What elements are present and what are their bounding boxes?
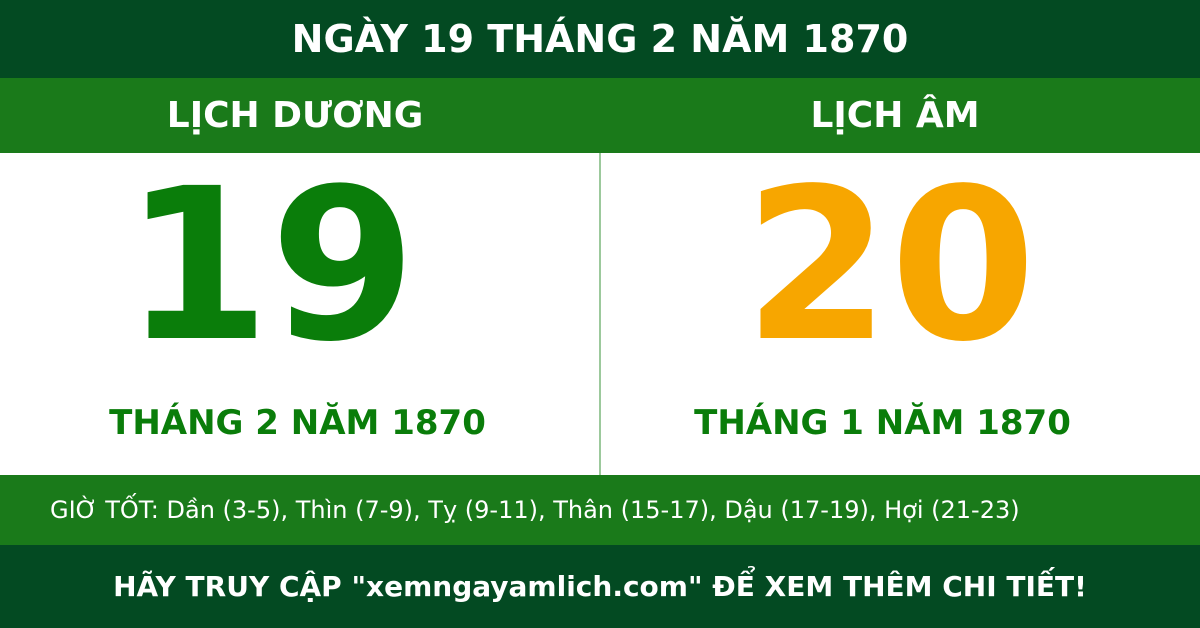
lunar-month-year: THÁNG 1 NĂM 1870: [694, 402, 1071, 443]
solar-label: LỊCH DƯƠNG: [166, 95, 424, 136]
lunar-label: LỊCH ÂM: [810, 95, 980, 136]
footer: HÃY TRUY CẬP "xemngayamlich.com" ĐỂ XEM …: [0, 545, 1200, 628]
solar-month-year: THÁNG 2 NĂM 1870: [109, 402, 486, 443]
lunar-day: 20: [743, 142, 1037, 388]
divider: [599, 153, 601, 475]
solar-day: 19: [123, 142, 417, 388]
label-band: [0, 78, 1200, 153]
good-hours: GIỜ TỐT: Dần (3-5), Thìn (7-9), Tỵ (9-11…: [0, 475, 1200, 545]
header-title: NGÀY 19 THÁNG 2 NĂM 1870: [0, 0, 1200, 78]
